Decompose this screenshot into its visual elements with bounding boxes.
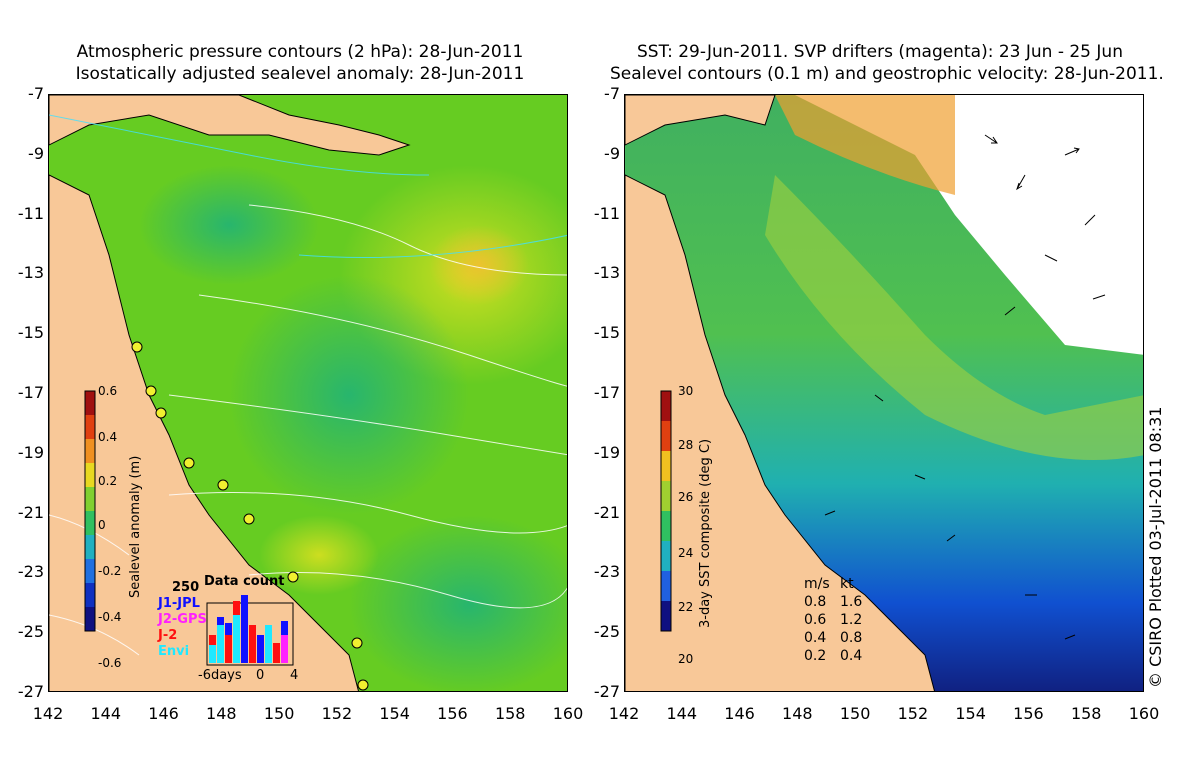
sla-colorbar: [84, 390, 96, 632]
y-tick-label: -13: [593, 263, 620, 283]
data-count-x1: 0: [256, 668, 265, 683]
series-j2-gps: J2-GPS: [158, 612, 207, 627]
x-tick-label: 142: [608, 704, 640, 723]
y-tick-label: -11: [17, 203, 44, 223]
y-tick-label: -15: [17, 323, 44, 343]
x-tick-label: 150: [839, 704, 871, 723]
x-tick-label: 152: [897, 704, 929, 723]
left-title-line2: Isostatically adjusted sealevel anomaly:…: [75, 64, 525, 84]
x-tick-label: 152: [321, 704, 353, 723]
data-count-histogram: [206, 595, 294, 666]
vel-row-3-kt: 0.4: [840, 648, 863, 664]
y-tick-label: -23: [17, 562, 44, 582]
x-tick-label: 156: [437, 704, 468, 723]
data-count-max: 250: [172, 580, 200, 595]
sla-cbar-tick-5: -0.2: [98, 564, 122, 578]
x-tick-label: 144: [90, 704, 122, 723]
x-tick-label: 146: [724, 704, 755, 723]
sla-cbar-tick-3: 0.2: [98, 474, 118, 488]
x-tick-label: 144: [666, 704, 698, 723]
vel-row-0-ms: 0.8: [804, 594, 827, 610]
y-tick-label: -27: [17, 682, 44, 701]
sealevel-anomaly-map[interactable]: [48, 94, 568, 692]
sst-cbar-title: 3-day SST composite (deg C): [698, 438, 713, 628]
right-title-line2: Sealevel contours (0.1 m) and geostrophi…: [610, 64, 1164, 84]
copyright-stamp: © CSIRO Plotted 03-Jul-2011 08:31: [1146, 406, 1165, 688]
x-tick-label: 160: [1128, 704, 1160, 723]
sla-cbar-tick-6: -0.4: [98, 610, 122, 624]
right-title-line1: SST: 29-Jun-2011. SVP drifters (magenta)…: [637, 42, 1123, 62]
vel-row-3-ms: 0.2: [804, 648, 827, 664]
y-tick-label: -13: [17, 263, 44, 283]
png-land-right: [625, 95, 776, 146]
series-j-2: J-2: [158, 628, 178, 643]
sla-cbar-tick-2: 0.4: [98, 430, 118, 444]
y-tick-label: -23: [593, 562, 620, 582]
x-tick-label: 154: [955, 704, 986, 723]
y-tick-label: -17: [17, 383, 44, 402]
data-count-title: Data count: [204, 574, 285, 589]
x-tick-label: 158: [1070, 704, 1102, 723]
sst-cbar-tick-30: 30: [678, 384, 694, 398]
data-count-x2: 4: [290, 668, 299, 683]
y-tick-label: -25: [593, 622, 620, 642]
x-tick-label: 160: [552, 704, 584, 723]
australia-land-right: [625, 174, 935, 691]
sst-colorbar: [660, 390, 672, 632]
vel-row-1-ms: 0.6: [804, 612, 827, 628]
vel-header-kt: kt: [840, 576, 854, 592]
vel-row-2-ms: 0.4: [804, 630, 827, 646]
sst-cbar-tick-22: 22: [678, 600, 694, 614]
y-tick-label: -27: [593, 682, 620, 701]
y-tick-label: -19: [17, 442, 44, 462]
y-tick-label: -9: [604, 143, 620, 163]
sst-cbar-tick-24: 24: [678, 546, 694, 560]
vel-header-ms: m/s: [804, 576, 830, 592]
y-tick-label: -11: [593, 203, 620, 223]
sla-cbar-tick-4: 0: [98, 518, 106, 532]
series-j1-jpl: J1-JPL: [158, 596, 200, 611]
x-tick-label: 158: [494, 704, 526, 723]
vel-row-2-kt: 0.8: [840, 630, 863, 646]
y-tick-label: -25: [17, 622, 44, 642]
left-title-line1: Atmospheric pressure contours (2 hPa): 2…: [76, 42, 524, 62]
y-tick-label: -15: [593, 323, 620, 343]
y-tick-label: -7: [28, 84, 44, 103]
vel-row-0-kt: 1.6: [840, 594, 863, 610]
x-tick-label: 142: [32, 704, 64, 723]
y-tick-label: -7: [604, 84, 620, 103]
y-tick-label: -19: [593, 442, 620, 462]
data-count-x0: -6days: [198, 668, 242, 683]
x-tick-label: 156: [1013, 704, 1044, 723]
y-tick-label: -17: [593, 383, 620, 402]
sla-cbar-title: Sealevel anomaly (m): [128, 455, 143, 598]
x-tick-label: 154: [379, 704, 410, 723]
png-land: [49, 95, 411, 156]
sla-cbar-tick-1: 0.6: [98, 384, 118, 398]
y-tick-label: -9: [28, 143, 44, 163]
australia-land: [49, 174, 359, 691]
sla-cbar-tick-7: -0.6: [98, 656, 122, 670]
series-envi: Envi: [158, 644, 190, 659]
x-tick-label: 150: [263, 704, 295, 723]
x-tick-label: 148: [206, 704, 237, 723]
vel-row-1-kt: 1.2: [840, 612, 863, 628]
x-tick-label: 148: [782, 704, 813, 723]
y-tick-label: -21: [593, 502, 620, 522]
x-tick-label: 146: [148, 704, 179, 723]
sst-cbar-tick-28: 28: [678, 438, 694, 452]
y-tick-label: -21: [17, 502, 44, 522]
sst-cbar-tick-20: 20: [678, 652, 694, 666]
sst-velocity-map[interactable]: [624, 94, 1144, 692]
sst-cbar-tick-26: 26: [678, 490, 694, 504]
